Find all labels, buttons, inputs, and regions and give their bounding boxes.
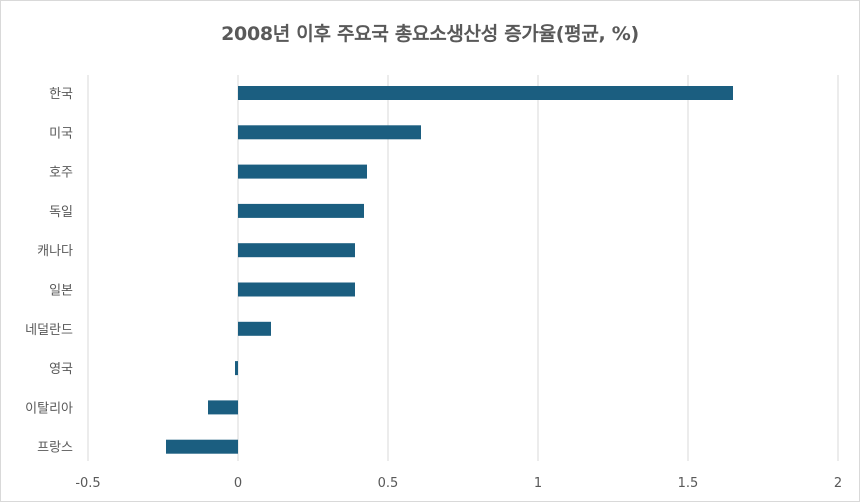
x-tick-label: 1 — [534, 476, 542, 491]
chart-title: 2008년 이후 주요국 총요소생산성 증가율(평균, %) — [221, 23, 639, 45]
x-tick-label-layer: -0.5 0 0.5 1 1.5 2 — [75, 476, 842, 491]
x-tick-label: 1.5 — [678, 476, 699, 491]
bar — [238, 125, 421, 140]
x-tick-label: -0.5 — [75, 476, 100, 491]
bar — [166, 439, 238, 454]
category-label: 한국 — [49, 87, 73, 102]
category-label: 이탈리아 — [25, 401, 73, 416]
category-label: 미국 — [49, 126, 73, 141]
bar — [235, 361, 238, 376]
x-tick-label: 0.5 — [378, 476, 399, 491]
category-label: 캐나다 — [37, 244, 73, 259]
bar — [238, 164, 367, 179]
bar — [238, 86, 733, 100]
category-label: 프랑스 — [37, 441, 73, 456]
bar-layer — [166, 86, 733, 454]
category-label: 일본 — [49, 284, 73, 299]
x-tick-label: 2 — [834, 476, 842, 491]
grid-layer — [87, 75, 839, 461]
category-label: 호주 — [49, 166, 73, 181]
bar — [208, 400, 238, 415]
bar — [238, 321, 271, 336]
category-label: 독일 — [49, 205, 73, 220]
bar — [238, 282, 355, 297]
bar — [238, 203, 364, 218]
category-label: 영국 — [49, 362, 73, 377]
x-tick-label: 0 — [234, 476, 242, 491]
bar — [238, 243, 355, 258]
category-label: 네덜란드 — [25, 323, 73, 338]
